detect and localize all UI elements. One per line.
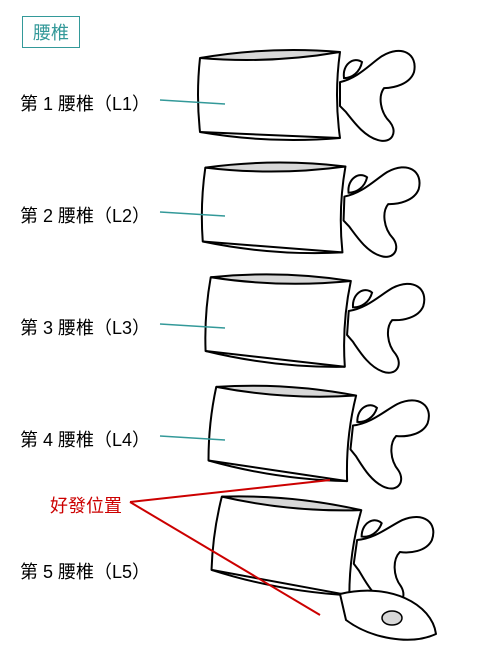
title-text: 腰椎	[33, 23, 69, 43]
title-box: 腰椎	[22, 16, 80, 48]
vertebra-label-L4: 第 4 腰椎（L4）	[20, 426, 150, 452]
vertebra-label-L5: 第 5 腰椎（L5）	[20, 558, 150, 584]
vertebra-label-L2: 第 2 腰椎（L2）	[20, 202, 150, 228]
vertebra-label-L1: 第 1 腰椎（L1）	[20, 90, 150, 116]
highlight-label: 好發位置	[50, 492, 122, 518]
vertebra-label-L3: 第 3 腰椎（L3）	[20, 314, 150, 340]
